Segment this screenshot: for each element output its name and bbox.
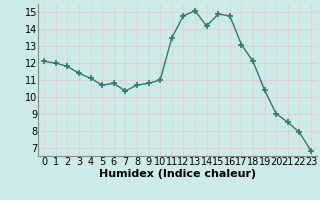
X-axis label: Humidex (Indice chaleur): Humidex (Indice chaleur) bbox=[99, 169, 256, 179]
